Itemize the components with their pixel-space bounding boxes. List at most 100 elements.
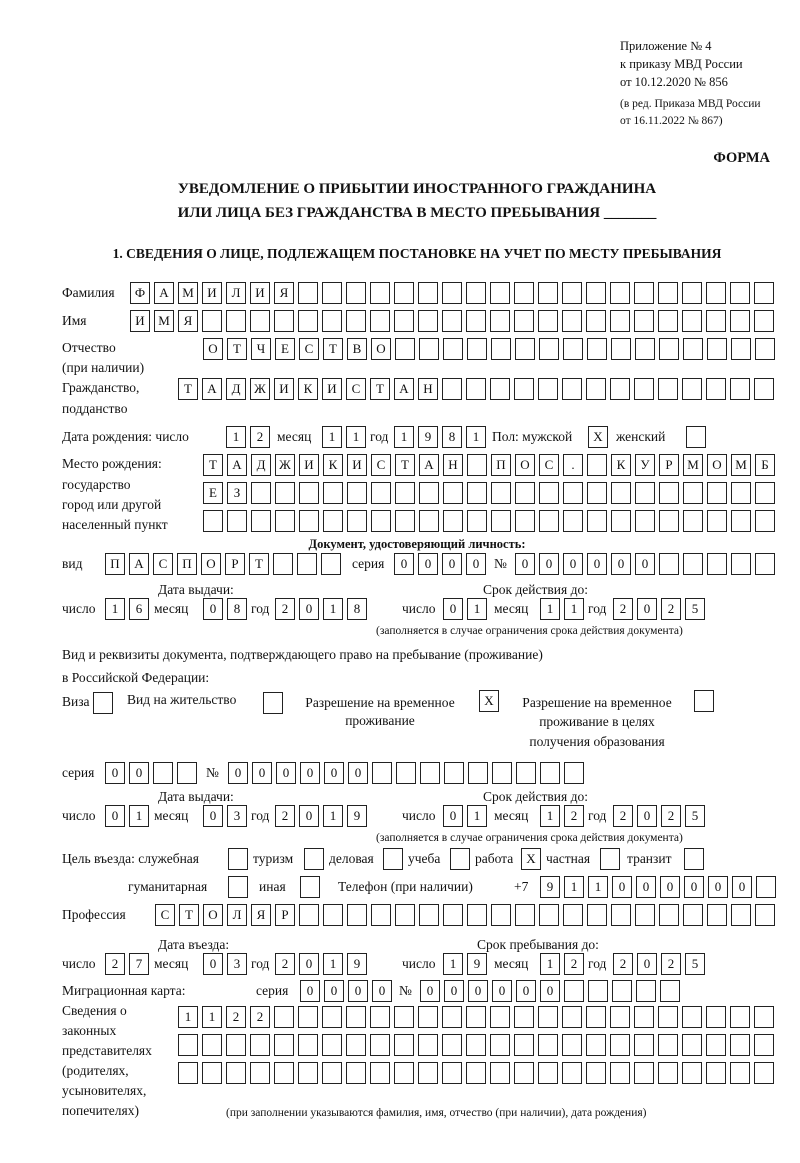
char-box[interactable]: [611, 338, 631, 360]
char-box[interactable]: 0: [299, 805, 319, 827]
char-box[interactable]: [682, 378, 702, 400]
char-box[interactable]: [658, 1006, 678, 1028]
tourism-checkbox[interactable]: [304, 848, 328, 870]
char-box[interactable]: [611, 904, 631, 926]
char-box[interactable]: [491, 482, 511, 504]
char-box[interactable]: 7: [129, 953, 149, 975]
char-box[interactable]: И: [274, 378, 294, 400]
char-box[interactable]: 5: [685, 805, 705, 827]
char-box[interactable]: [370, 1006, 390, 1028]
char-box[interactable]: [443, 338, 463, 360]
char-box[interactable]: 1: [323, 805, 343, 827]
char-box[interactable]: Я: [251, 904, 271, 926]
char-box[interactable]: 0: [515, 553, 535, 575]
char-box[interactable]: [587, 454, 607, 476]
checkbox-box[interactable]: [263, 692, 283, 714]
char-box[interactable]: [226, 1034, 246, 1056]
char-box[interactable]: С: [346, 378, 366, 400]
char-box[interactable]: [274, 1034, 294, 1056]
char-box[interactable]: [539, 482, 559, 504]
char-box[interactable]: [538, 310, 558, 332]
char-box[interactable]: 2: [613, 598, 633, 620]
char-box[interactable]: [203, 510, 223, 532]
study-checkbox[interactable]: [450, 848, 474, 870]
char-box[interactable]: П: [491, 454, 511, 476]
char-box[interactable]: [273, 553, 293, 575]
char-box[interactable]: [418, 310, 438, 332]
char-box[interactable]: 3: [227, 805, 247, 827]
char-box[interactable]: [659, 510, 679, 532]
char-box[interactable]: 0: [708, 876, 728, 898]
char-box[interactable]: [251, 482, 271, 504]
char-box[interactable]: Е: [203, 482, 223, 504]
char-box[interactable]: [754, 1062, 774, 1084]
char-box[interactable]: [611, 482, 631, 504]
char-box[interactable]: [298, 1034, 318, 1056]
char-box[interactable]: [178, 1062, 198, 1084]
representatives-field[interactable]: [178, 1062, 778, 1084]
char-box[interactable]: 0: [418, 553, 438, 575]
char-box[interactable]: [683, 482, 703, 504]
char-box[interactable]: [707, 482, 727, 504]
char-box[interactable]: [635, 338, 655, 360]
char-box[interactable]: 0: [300, 762, 320, 784]
char-box[interactable]: 9: [467, 953, 487, 975]
char-box[interactable]: 0: [612, 876, 632, 898]
char-box[interactable]: [418, 1062, 438, 1084]
char-box[interactable]: [227, 510, 247, 532]
char-box[interactable]: [755, 553, 775, 575]
char-box[interactable]: [202, 310, 222, 332]
edu-permit-checkbox[interactable]: [694, 690, 718, 712]
char-box[interactable]: [346, 1062, 366, 1084]
char-box[interactable]: И: [250, 282, 270, 304]
char-box[interactable]: Н: [418, 378, 438, 400]
char-box[interactable]: Ж: [250, 378, 270, 400]
char-box[interactable]: 0: [492, 980, 512, 1002]
char-box[interactable]: 8: [227, 598, 247, 620]
char-box[interactable]: Л: [226, 282, 246, 304]
char-box[interactable]: [274, 1006, 294, 1028]
char-box[interactable]: [610, 282, 630, 304]
char-box[interactable]: [491, 510, 511, 532]
char-box[interactable]: [466, 1062, 486, 1084]
char-box[interactable]: [706, 1062, 726, 1084]
char-box[interactable]: 1: [540, 805, 560, 827]
char-box[interactable]: [682, 1006, 702, 1028]
char-box[interactable]: [634, 1062, 654, 1084]
char-box[interactable]: О: [201, 553, 221, 575]
char-box[interactable]: [706, 1006, 726, 1028]
char-box[interactable]: 0: [684, 876, 704, 898]
char-box[interactable]: 1: [129, 805, 149, 827]
char-box[interactable]: [706, 1034, 726, 1056]
char-box[interactable]: [370, 1062, 390, 1084]
char-box[interactable]: 9: [540, 876, 560, 898]
char-box[interactable]: [250, 1034, 270, 1056]
char-box[interactable]: Я: [178, 310, 198, 332]
char-box[interactable]: [515, 904, 535, 926]
char-box[interactable]: 8: [347, 598, 367, 620]
char-box[interactable]: 2: [226, 1006, 246, 1028]
checkbox-box[interactable]: [300, 876, 320, 898]
char-box[interactable]: [298, 282, 318, 304]
char-box[interactable]: 2: [105, 953, 125, 975]
char-box[interactable]: [514, 1034, 534, 1056]
char-box[interactable]: 0: [348, 980, 368, 1002]
char-box[interactable]: [754, 1006, 774, 1028]
char-box[interactable]: [563, 338, 583, 360]
char-box[interactable]: 0: [276, 762, 296, 784]
char-box[interactable]: 2: [661, 805, 681, 827]
char-box[interactable]: [299, 510, 319, 532]
char-box[interactable]: [274, 310, 294, 332]
char-box[interactable]: [202, 1062, 222, 1084]
char-box[interactable]: [635, 510, 655, 532]
